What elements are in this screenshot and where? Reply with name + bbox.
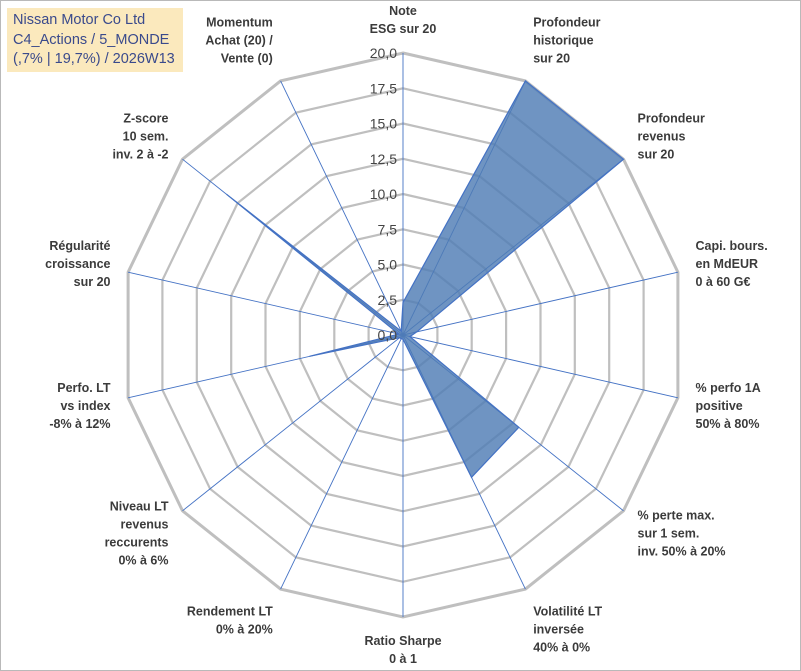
axis-label-line: ESG sur 20 bbox=[370, 22, 437, 36]
axis-spoke bbox=[127, 271, 404, 336]
tick-label: 7,5 bbox=[378, 221, 398, 237]
axis-label-group: Z-score 10 sem. inv. 2 à -2 bbox=[112, 112, 168, 162]
axis-label-line: revenus bbox=[638, 130, 686, 144]
axis-label-group: Volatilité LT inversée 40% à 0% bbox=[533, 604, 602, 654]
tick-label: 20,0 bbox=[370, 45, 397, 61]
title-line-category: C4_Actions / 5_MONDE bbox=[13, 31, 170, 48]
tick-label: 15,0 bbox=[370, 116, 397, 132]
series-layer bbox=[226, 79, 625, 479]
axis-label-line: positive bbox=[696, 399, 743, 413]
axis-label-group: Note ESG sur 20 bbox=[370, 4, 437, 36]
axis-label-line: Capi. bours. bbox=[696, 239, 768, 253]
axis-label-line: % perfo 1A bbox=[696, 381, 761, 395]
axis-spoke bbox=[402, 271, 679, 336]
axis-label-group: Régularité croissance sur 20 bbox=[45, 239, 110, 289]
axis-label-line: 0% à 20% bbox=[216, 622, 273, 636]
axis-label-line: Profondeur bbox=[638, 112, 705, 126]
axis-label-group: Rendement LT 0% à 20% bbox=[187, 604, 273, 636]
axis-label-line: Perfo. LT bbox=[57, 381, 111, 395]
axis-label-line: Achat (20) / bbox=[205, 34, 273, 48]
axis-label-line: sur 20 bbox=[74, 275, 111, 289]
axis-label-group: % perfo 1A positive 50% à 80% bbox=[696, 381, 761, 431]
axis-label-line: Momentum bbox=[206, 16, 273, 30]
axis-label-line: vs index bbox=[60, 399, 110, 413]
axis-label-line: historique bbox=[533, 34, 593, 48]
axis-label-line: sur 1 sem. bbox=[638, 526, 700, 540]
axis-label-line: Vente (0) bbox=[221, 52, 273, 66]
title-line-company: Nissan Motor Co Ltd bbox=[13, 12, 146, 28]
tick-label: 10,0 bbox=[370, 186, 397, 202]
axis-label-group: Ratio Sharpe 0 à 1 bbox=[364, 634, 441, 666]
axis-label-group: % perte max. sur 1 sem. inv. 50% à 20% bbox=[638, 508, 726, 558]
axis-label-line: Volatilité LT bbox=[533, 604, 602, 618]
axis-label-line: -8% à 12% bbox=[49, 417, 110, 431]
axis-label-line: Rendement LT bbox=[187, 604, 273, 618]
title-line-period: (,7% | 19,7%) / 2026W13 bbox=[13, 51, 175, 67]
axis-label-line: reccurents bbox=[105, 535, 169, 549]
axis-label-line: Z-score bbox=[123, 112, 168, 126]
axis-spoke bbox=[182, 334, 404, 512]
axis-label-line: en MdEUR bbox=[696, 257, 759, 271]
axis-label-line: Ratio Sharpe bbox=[364, 634, 441, 648]
tick-label: 17,5 bbox=[370, 80, 397, 96]
axis-label-line: sur 20 bbox=[638, 148, 675, 162]
axis-label-group: Profondeur revenus sur 20 bbox=[638, 112, 705, 162]
chart-title-box: Nissan Motor Co Ltd C4_Actions / 5_MONDE… bbox=[7, 8, 183, 72]
axis-label-group: Capi. bours. en MdEUR 0 à 60 G€ bbox=[696, 239, 768, 289]
axis-label-line: Régularité bbox=[49, 239, 110, 253]
axis-spoke bbox=[280, 334, 404, 590]
tick-label: 2,5 bbox=[378, 292, 398, 308]
axis-label-line: % perte max. bbox=[638, 508, 715, 522]
tick-label: 5,0 bbox=[378, 257, 398, 273]
tick-layer: 0,0 2,5 5,0 7,5 10,0 12,5 15,0 17,5 20,0 bbox=[370, 45, 397, 343]
axis-label-line: Niveau LT bbox=[110, 499, 169, 513]
axis-spoke bbox=[402, 334, 679, 399]
label-layer: Note ESG sur 20 Profondeur historique sur 20… bbox=[45, 4, 768, 666]
axis-label-line: 0 à 60 G€ bbox=[696, 275, 751, 289]
axis-label-line: inversée bbox=[533, 622, 584, 636]
series-area bbox=[226, 79, 625, 479]
axis-label-line: Note bbox=[389, 4, 417, 18]
axis-label-group: Perfo. LT vs index -8% à 12% bbox=[49, 381, 111, 431]
tick-label: 0,0 bbox=[378, 327, 398, 343]
axis-label-line: 0 à 1 bbox=[389, 652, 417, 666]
axis-label-line: Profondeur bbox=[533, 16, 600, 30]
axis-label-line: 10 sem. bbox=[123, 130, 169, 144]
axis-label-group: Niveau LT revenus reccurents 0% à 6% bbox=[105, 499, 169, 567]
axis-label-group: Momentum Achat (20) / Vente (0) bbox=[205, 16, 273, 66]
axis-label-group: Profondeur historique sur 20 bbox=[533, 16, 600, 66]
axis-label-line: inv. 50% à 20% bbox=[638, 544, 726, 558]
axis-spoke bbox=[280, 80, 404, 336]
axis-label-line: inv. 2 à -2 bbox=[112, 148, 168, 162]
axis-label-line: 50% à 80% bbox=[696, 417, 760, 431]
axis-label-line: 0% à 6% bbox=[118, 553, 168, 567]
axis-label-line: 40% à 0% bbox=[533, 640, 590, 654]
axis-label-line: revenus bbox=[121, 517, 169, 531]
tick-label: 12,5 bbox=[370, 151, 397, 167]
axis-label-line: croissance bbox=[45, 257, 110, 271]
axis-label-line: sur 20 bbox=[533, 52, 570, 66]
